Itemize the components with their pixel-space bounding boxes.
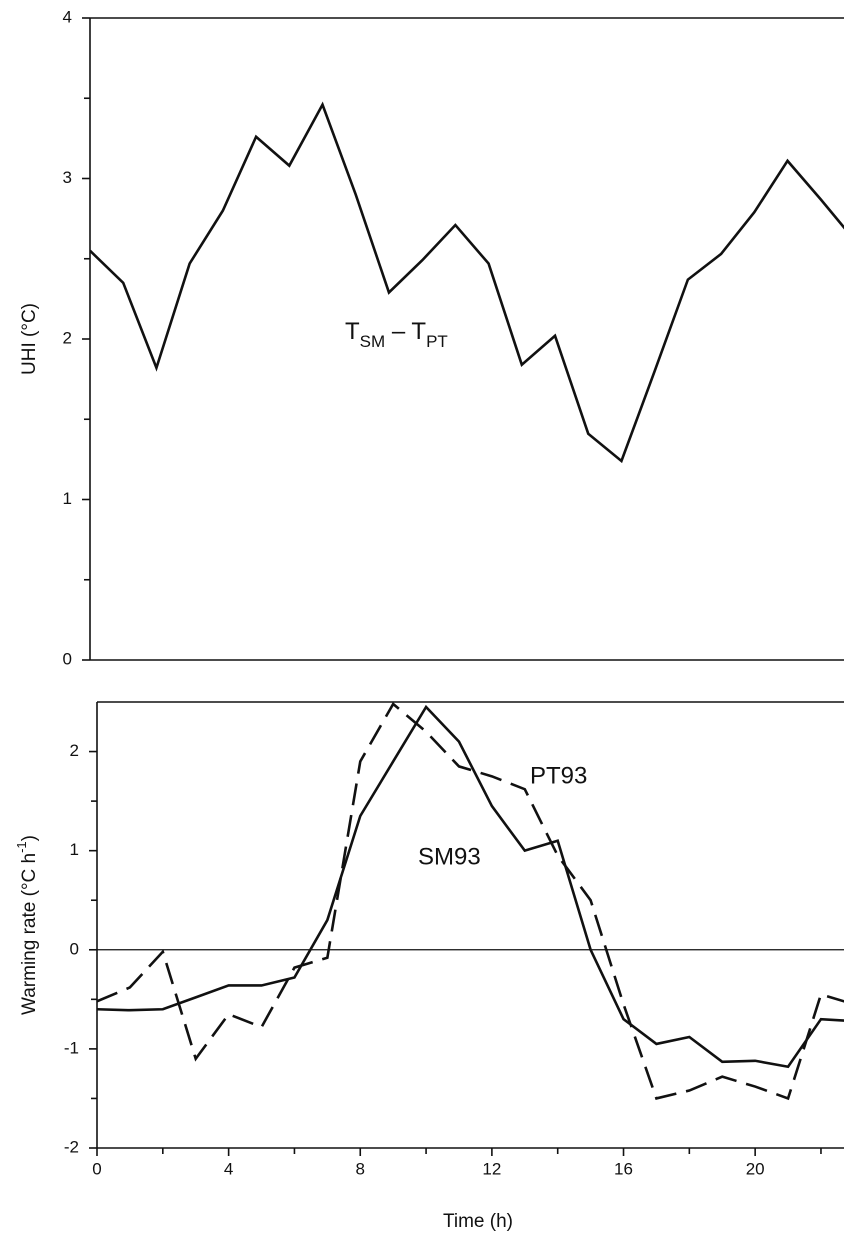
series-line bbox=[97, 701, 844, 1101]
annotation-part: – T bbox=[385, 318, 426, 345]
series-line bbox=[97, 704, 844, 1069]
panel: 0 1 2 3 4 UHI (°C) TSM – TPT bbox=[19, 7, 844, 668]
y-tick-label: 0 bbox=[63, 649, 72, 668]
annotation-part: T bbox=[345, 318, 360, 345]
series-line bbox=[90, 101, 844, 464]
y-tick-label: 4 bbox=[63, 7, 72, 26]
y-tick-label: 2 bbox=[63, 328, 72, 347]
series-label: SM93 bbox=[418, 843, 481, 870]
x-tick-label: 12 bbox=[482, 1159, 501, 1178]
annotation-part: SM bbox=[360, 332, 386, 351]
x-tick-label: 20 bbox=[746, 1159, 765, 1178]
annotation: TSM – TPT bbox=[345, 318, 448, 351]
y-axis-label: Warming rate (°C h-1) bbox=[14, 835, 40, 1015]
annotation-part: PT bbox=[426, 332, 448, 351]
x-tick-label: 4 bbox=[224, 1159, 233, 1178]
x-tick-label: 16 bbox=[614, 1159, 633, 1178]
y-tick-label: -2 bbox=[64, 1137, 79, 1156]
y-tick-label: 3 bbox=[63, 168, 72, 187]
y-tick-label: 1 bbox=[70, 840, 79, 859]
y-tick-label: 1 bbox=[63, 489, 72, 508]
x-tick-label: 8 bbox=[356, 1159, 365, 1178]
series-label: PT93 bbox=[530, 762, 587, 789]
y-axis-label-part: -1 bbox=[14, 841, 29, 853]
y-axis-label-part: Warming rate (°C h bbox=[19, 853, 40, 1015]
y-tick-label: 0 bbox=[70, 939, 79, 958]
y-axis-label: UHI (°C) bbox=[19, 303, 40, 375]
y-tick-label: 2 bbox=[70, 741, 79, 760]
y-tick-label: -1 bbox=[64, 1038, 79, 1057]
x-axis-label: Time (h) bbox=[443, 1211, 513, 1232]
y-axis-label-part: ) bbox=[19, 835, 40, 841]
x-tick-label: 0 bbox=[92, 1159, 101, 1178]
